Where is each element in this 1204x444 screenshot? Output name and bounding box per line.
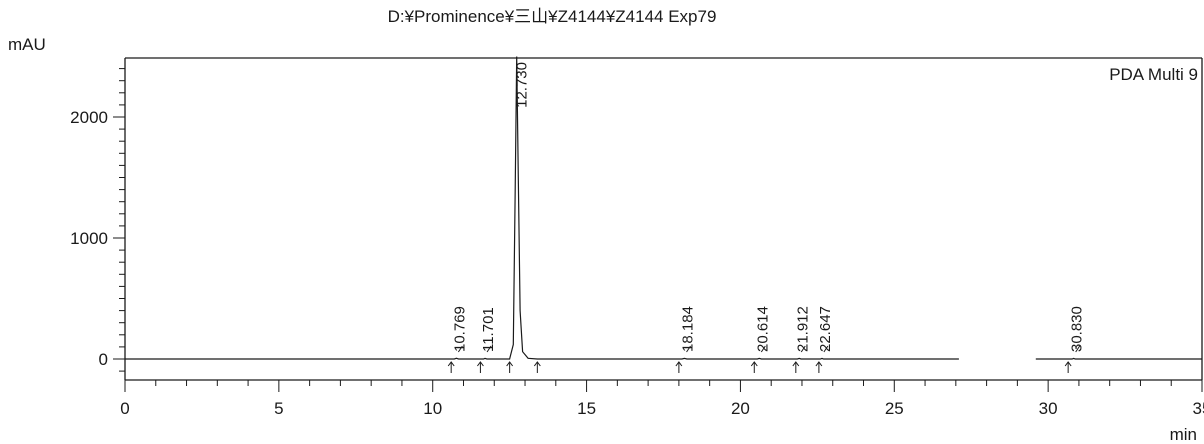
x-tick-label: 30	[1039, 399, 1058, 418]
peak-marker	[486, 345, 492, 353]
peak-label: 18.184	[680, 306, 697, 352]
peak-label: 20.614	[754, 306, 771, 352]
peak-labels: 10.769 11.701 12.730 18.184 20.614 21.912 22.6…	[451, 62, 1086, 353]
peak-marker	[457, 345, 463, 353]
y-tick-label: 1000	[70, 229, 108, 248]
chart-title: D:¥Prominence¥三山¥Z4144¥Z4144 Exp79	[388, 7, 717, 26]
baseline-marker	[506, 361, 514, 373]
baseline-marker	[447, 361, 455, 373]
trace-group	[125, 56, 1202, 360]
baseline-marker	[1064, 361, 1072, 373]
peak-label: 12.730	[514, 62, 531, 108]
baseline-markers	[447, 361, 1072, 373]
baseline-marker	[533, 361, 541, 373]
chromatogram-trace-2	[1035, 357, 1202, 360]
y-axis-label: mAU	[8, 35, 46, 54]
peak-label: 22.647	[817, 306, 834, 352]
x-tick-label: 10	[423, 399, 442, 418]
x-tick-label: 15	[577, 399, 596, 418]
chromatogram-trace-1	[125, 56, 959, 360]
baseline-marker	[815, 361, 823, 373]
x-axis-label: min	[1170, 425, 1197, 444]
peak-label: 11.701	[480, 307, 497, 352]
channel-label: PDA Multi 9	[1109, 65, 1198, 84]
peak-label: 10.769	[451, 306, 468, 352]
baseline-marker	[477, 361, 484, 373]
baseline-marker	[792, 361, 800, 373]
peak-marker	[800, 345, 806, 353]
y-tick-label: 2000	[70, 108, 108, 127]
peak-marker	[1075, 345, 1081, 353]
x-tick-label: 5	[274, 399, 283, 418]
x-tick-label: 25	[885, 399, 904, 418]
peak-marker	[760, 345, 766, 353]
x-tick-label: 35	[1193, 399, 1204, 418]
peak-marker	[823, 345, 829, 353]
y-tick-label: 0	[99, 350, 108, 369]
baseline-marker	[675, 361, 683, 373]
axis-ticks: 0 5 10 15 20 25 30 35 0 1000 2000	[70, 68, 1204, 418]
peak-label: 30.830	[1069, 306, 1086, 352]
peak-label: 21.912	[794, 306, 811, 352]
peak-marker	[686, 345, 691, 353]
x-tick-label: 0	[120, 399, 129, 418]
baseline-marker	[750, 361, 758, 373]
x-tick-label: 20	[731, 399, 750, 418]
